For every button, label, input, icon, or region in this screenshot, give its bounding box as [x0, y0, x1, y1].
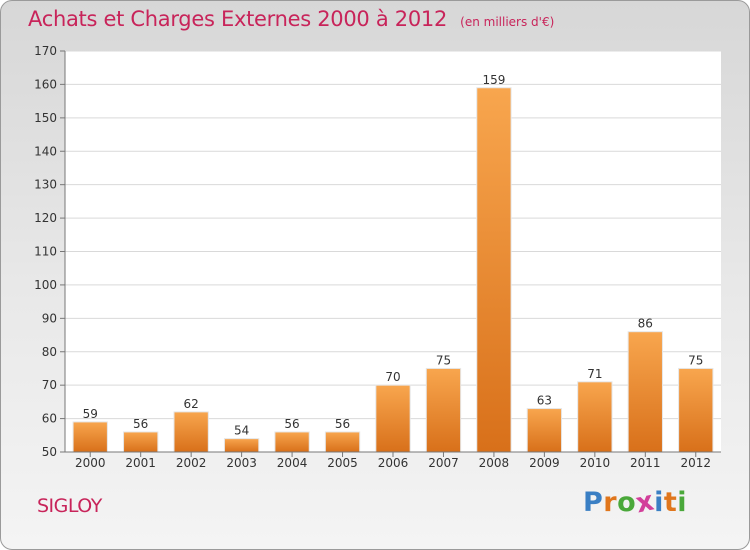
bar-2003 [223, 438, 260, 453]
y-tick-label: 150 [34, 111, 57, 125]
logo-letter: o [617, 487, 637, 518]
bar-2001 [123, 431, 159, 453]
value-label: 56 [335, 417, 350, 431]
bar-2005 [324, 431, 361, 453]
bar-2006 [375, 384, 411, 453]
value-label: 56 [284, 417, 299, 431]
x-tick-label: 2006 [378, 456, 409, 470]
y-tick-label: 70 [42, 378, 57, 392]
value-label: 59 [83, 407, 98, 421]
x-tick-label: 2002 [176, 456, 207, 470]
value-label: 70 [385, 370, 400, 384]
y-tick-label: 140 [34, 144, 57, 158]
chart-title-block: Achats et Charges Externes 2000 à 2012 (… [28, 7, 554, 31]
bar-2002 [173, 411, 209, 453]
value-label: 86 [638, 317, 653, 331]
y-tick-label: 120 [34, 211, 57, 225]
x-tick-label: 2005 [327, 456, 358, 470]
x-tick-label: 2010 [580, 456, 611, 470]
logo-letter: r [603, 487, 618, 518]
x-tick-label: 2008 [479, 456, 510, 470]
x-tick-label: 2003 [226, 456, 257, 470]
bar-2008 [476, 87, 512, 453]
value-label: 71 [587, 367, 602, 381]
y-tick-label: 160 [34, 77, 57, 91]
bar-2004 [274, 431, 310, 453]
bar-2011 [627, 331, 663, 453]
bar-2012 [678, 367, 714, 453]
bar-2009 [526, 408, 563, 453]
bar-2007 [425, 367, 462, 453]
value-label: 75 [688, 353, 703, 367]
value-label: 56 [133, 417, 148, 431]
value-label: 62 [184, 397, 199, 411]
x-axis: 2000 2001 2002 2003 2004 2005 2006 2007 2008 2009… [65, 451, 721, 470]
y-tick-label: 170 [34, 44, 57, 58]
chart-unit: (en milliers d'€) [460, 15, 555, 29]
chart-title: Achats et Charges Externes 2000 à 2012 [28, 7, 448, 31]
x-tick-label: 2012 [680, 456, 711, 470]
value-label: 54 [234, 424, 249, 438]
x-tick-label: 2001 [125, 456, 156, 470]
logo-letter: i [654, 487, 664, 518]
bar-2000 [72, 421, 108, 453]
y-tick-label: 50 [42, 445, 57, 459]
proxiti-logo: Proxiti [583, 485, 688, 519]
value-label: 75 [436, 353, 451, 367]
bar-2010 [577, 381, 613, 453]
y-axis: 50 60 70 80 90 100 110 120 130 140 150 160 170 [34, 44, 66, 459]
value-label: 63 [537, 394, 552, 408]
logo-letter: t [663, 487, 678, 518]
value-label: 159 [482, 73, 505, 87]
logo-letter: i [677, 487, 688, 518]
y-tick-label: 130 [34, 178, 57, 192]
y-tick-label: 100 [34, 278, 57, 292]
x-tick-label: 2009 [529, 456, 560, 470]
x-tick-label: 2011 [630, 456, 661, 470]
x-tick-label: 2004 [277, 456, 308, 470]
x-tick-label: 2000 [75, 456, 106, 470]
bars [72, 87, 714, 453]
value-labels: 59 56 62 54 56 56 70 75 159 63 71 86 75 [83, 73, 704, 438]
y-tick-label: 80 [42, 345, 57, 359]
x-tick-label: 2007 [428, 456, 459, 470]
y-tick-label: 60 [42, 412, 57, 426]
commune-name: SIGLOY [37, 495, 102, 517]
y-tick-label: 90 [42, 311, 57, 325]
y-tick-label: 110 [34, 245, 57, 259]
logo-letter: P [583, 487, 604, 518]
